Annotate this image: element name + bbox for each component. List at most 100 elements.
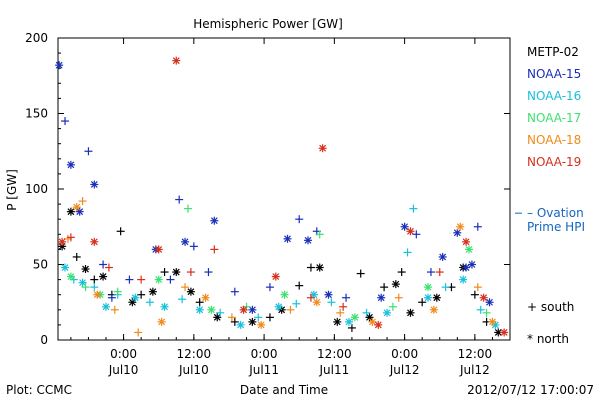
y-tick-label: 50 xyxy=(33,258,48,272)
south-point xyxy=(137,290,146,299)
marker-legend: + south * north xyxy=(527,300,574,346)
south-point xyxy=(183,204,192,213)
south-point xyxy=(409,204,418,213)
x-tick-label-time: 0:00 xyxy=(391,347,418,361)
y-tick-label: 200 xyxy=(25,31,48,45)
south-point xyxy=(441,283,450,292)
north-point xyxy=(213,313,222,322)
ovation-reference: – Ovation Prime HPI xyxy=(515,206,585,234)
south-point xyxy=(84,147,93,156)
south-point xyxy=(137,275,146,284)
y-tick-label: 150 xyxy=(25,107,48,121)
south-point xyxy=(327,298,336,307)
south-point xyxy=(186,268,195,277)
south-point xyxy=(107,293,116,302)
north-point xyxy=(102,302,111,311)
south-point xyxy=(189,242,198,251)
north-point xyxy=(181,237,190,246)
x-tick-label-time: 12:00 xyxy=(458,347,493,361)
south-point xyxy=(397,268,406,277)
north-point xyxy=(78,278,87,287)
north-point xyxy=(128,298,137,307)
north-point xyxy=(239,305,248,314)
legend-entry: NOAA-19 xyxy=(527,155,581,169)
south-point xyxy=(90,275,99,284)
south-point xyxy=(306,293,315,302)
south-point xyxy=(216,308,225,317)
south-point xyxy=(227,313,236,322)
south-point xyxy=(145,298,154,307)
north-point xyxy=(465,245,474,254)
north-point xyxy=(391,280,400,289)
north-point xyxy=(207,305,216,314)
north-point xyxy=(81,265,90,274)
north-point xyxy=(315,263,324,272)
south-point xyxy=(295,281,304,290)
north-point xyxy=(248,317,257,326)
north-point xyxy=(467,260,476,269)
south-point xyxy=(134,328,143,337)
x-tick-label-date: Jul12 xyxy=(389,363,420,377)
reference-label-line1: – Ovation xyxy=(527,206,584,220)
south-point xyxy=(342,293,351,302)
legend-entry: NOAA-16 xyxy=(527,89,581,103)
x-tick-label-time: 0:00 xyxy=(251,347,278,361)
legend: METP-02 NOAA-15 NOAA-16 NOAA-17 NOAA-18 NOAA-… xyxy=(527,45,581,169)
x-tick-label-time: 12:00 xyxy=(177,347,212,361)
south-point xyxy=(178,295,187,304)
north-point xyxy=(462,263,471,272)
south-point xyxy=(306,263,315,272)
north-point xyxy=(350,313,359,322)
north-point xyxy=(195,305,204,314)
north-point xyxy=(406,227,415,236)
north-point xyxy=(172,268,181,277)
north-point xyxy=(75,207,84,216)
north-point xyxy=(154,275,163,284)
x-tick-label-date: Jul12 xyxy=(459,363,490,377)
north-point xyxy=(312,298,321,307)
north-point xyxy=(271,272,280,281)
data-points xyxy=(55,56,509,337)
north-point xyxy=(55,61,64,70)
reference-label-line2: Prime HPI xyxy=(527,220,585,234)
north-point xyxy=(456,222,465,231)
y-axis-label: P [GW] xyxy=(5,169,19,211)
south-point xyxy=(181,283,190,292)
south-point xyxy=(104,263,113,272)
north-point xyxy=(248,305,257,314)
north-point xyxy=(374,320,383,329)
south-point xyxy=(125,275,134,284)
south-point xyxy=(61,117,70,126)
north-point xyxy=(210,216,219,225)
south-point xyxy=(116,227,125,236)
north-point xyxy=(459,275,468,284)
south-point xyxy=(339,302,348,311)
north-point xyxy=(479,293,488,302)
y-tick-label: 100 xyxy=(25,182,48,196)
x-tick-label-date: Jul11 xyxy=(318,363,349,377)
north-point xyxy=(406,308,415,317)
north-point xyxy=(424,283,433,292)
north-point xyxy=(160,302,169,311)
south-point xyxy=(426,268,435,277)
north-point xyxy=(157,317,166,326)
north-point xyxy=(66,160,75,169)
south-point xyxy=(81,283,90,292)
south-point xyxy=(90,283,99,292)
north-point xyxy=(99,272,108,281)
south-point xyxy=(356,269,365,278)
legend-entry: NOAA-15 xyxy=(527,67,581,81)
south-point xyxy=(99,260,108,269)
north-point xyxy=(257,320,266,329)
north-point xyxy=(368,317,377,326)
north-point xyxy=(485,298,494,307)
north-point xyxy=(318,144,327,153)
y-tick-label: 0 xyxy=(40,333,48,347)
footer-left: Plot: CCMC xyxy=(6,383,72,397)
south-point xyxy=(204,268,213,277)
south-point xyxy=(113,287,122,296)
north-point xyxy=(148,287,157,296)
north-point xyxy=(432,293,441,302)
south-point xyxy=(175,195,184,204)
